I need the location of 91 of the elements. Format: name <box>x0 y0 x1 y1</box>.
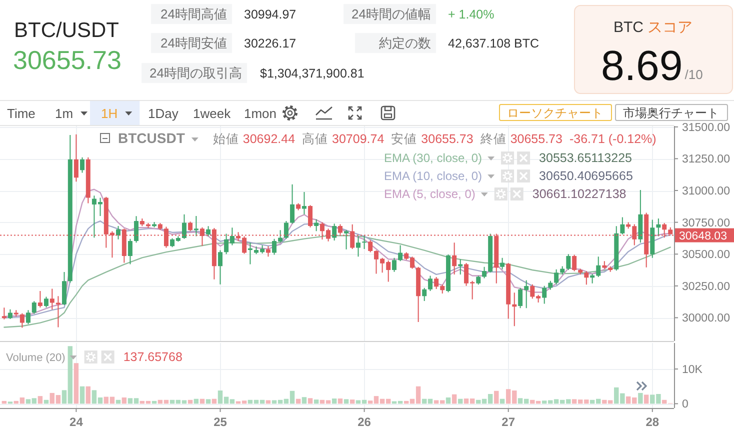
line-series <box>4 220 671 318</box>
text: $1,304,371,900.81 <box>260 66 364 80</box>
text: 24時間の取引高 <box>150 66 242 80</box>
text: 30226.17 <box>244 36 296 50</box>
bar <box>314 400 319 404</box>
annotation: 30655.73 <box>421 132 474 146</box>
bar <box>446 397 451 404</box>
x-tick-label: 26 <box>358 415 372 429</box>
candlestick <box>608 266 613 272</box>
x-tick-label: 25 <box>214 415 228 429</box>
ref-line-label: 30648.03 <box>679 230 727 242</box>
text: 1mon <box>244 106 277 121</box>
y-tick-label: 30250.00 <box>682 280 730 293</box>
bar <box>338 398 343 404</box>
bar <box>332 398 337 404</box>
candlestick <box>302 192 306 214</box>
x-tick-label: 27 <box>502 415 516 429</box>
bar <box>638 392 643 404</box>
candlestick <box>194 216 198 236</box>
bar <box>494 390 499 404</box>
candlestick <box>362 236 367 250</box>
line-series <box>4 188 671 318</box>
bar <box>86 386 91 404</box>
annotation: 安値 <box>391 131 418 146</box>
y-tick-label: 30500.00 <box>682 249 730 262</box>
bar <box>308 398 313 404</box>
text: EMA (5, close, 0) <box>384 187 476 201</box>
candlestick <box>512 292 517 326</box>
text: 42,637.108 BTC <box>448 36 540 50</box>
y-tick-label: 10K <box>682 364 703 376</box>
bar <box>266 400 271 404</box>
x-tick-label: 28 <box>646 415 660 429</box>
text: BTC <box>614 19 644 36</box>
bar <box>74 363 79 404</box>
text: ローソクチャート <box>507 106 603 120</box>
text: 約定の数 <box>379 36 431 50</box>
annotation: 30692.44 <box>242 132 296 146</box>
candlestick <box>50 288 54 310</box>
annotation: 30655.73 <box>510 132 562 146</box>
line-series <box>4 235 671 328</box>
text: BTC/USDT <box>14 19 120 42</box>
text: + 1.40% <box>448 8 494 22</box>
candlestick <box>344 230 349 250</box>
text: 1m <box>55 106 74 121</box>
candlestick <box>56 296 60 328</box>
candlestick <box>356 236 360 257</box>
y-tick-label: 0 <box>682 398 688 411</box>
annotation: 終値 <box>479 132 506 146</box>
text: 1Day <box>148 106 179 121</box>
text: Volume (20) <box>6 352 66 364</box>
bar <box>122 397 127 404</box>
text: /10 <box>684 67 703 82</box>
annotation: 30709.74 <box>332 132 384 146</box>
text: Time <box>7 106 36 121</box>
annotation: 30661.10227138 <box>532 187 626 201</box>
bar <box>344 399 349 404</box>
bar <box>644 394 649 404</box>
text: 24時間安値 <box>160 36 227 50</box>
bar <box>38 396 43 404</box>
chart-title: BTCUSDT <box>118 130 186 146</box>
y-tick-label: 31250.00 <box>682 154 730 166</box>
text: 30994.97 <box>244 8 296 22</box>
bar <box>302 397 307 404</box>
annotation: 137.65768 <box>123 350 182 364</box>
candlestick <box>314 219 319 232</box>
bar <box>452 394 457 404</box>
text: 8.69 <box>601 42 683 89</box>
text: 市場奥行チャート <box>623 106 719 120</box>
bar <box>206 399 211 404</box>
y-tick-label: 31000.00 <box>682 186 730 198</box>
x-tick-label: 24 <box>70 415 84 429</box>
text: 24時間の値幅 <box>352 6 431 22</box>
text: スコア <box>648 19 692 36</box>
annotation: 30650.40695665 <box>539 169 633 183</box>
text: 30655.73 <box>13 45 122 75</box>
text: 24時間高値 <box>160 6 227 22</box>
bar <box>80 386 85 404</box>
annotation: 30553.65113225 <box>539 151 632 165</box>
bar <box>350 400 355 404</box>
annotation: -36.71 (-0.12%) <box>569 132 656 146</box>
text: EMA (10, close, 0) <box>384 169 482 183</box>
y-tick-label: 30000.00 <box>682 312 730 325</box>
candlestick <box>2 308 6 320</box>
candlestick <box>248 242 252 264</box>
text: 1H <box>101 106 118 121</box>
text: EMA (30, close, 0) <box>384 151 482 165</box>
y-tick-label: 31500.00 <box>682 122 730 134</box>
y-tick-label: 30750.00 <box>682 217 730 230</box>
annotation: 始値 <box>212 132 239 146</box>
annotation: 高値 <box>302 131 328 146</box>
text: 1week <box>193 106 232 121</box>
